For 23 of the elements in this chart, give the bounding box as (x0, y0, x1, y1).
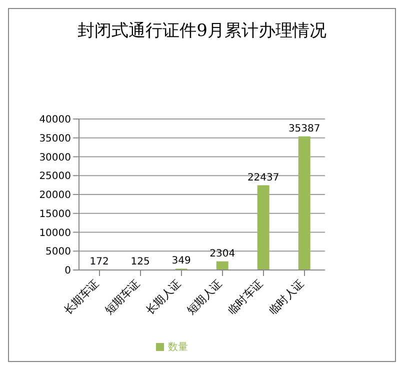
y-tick-label: 40000 (39, 114, 71, 126)
data-label: 35387 (288, 123, 320, 134)
legend-label: 数量 (168, 342, 188, 353)
data-label: 349 (172, 256, 191, 267)
data-label: 125 (130, 256, 150, 268)
y-tick-label: 35000 (39, 133, 71, 144)
x-tick-label: 短期人证 (184, 276, 225, 318)
y-tick-label: 25000 (39, 171, 71, 182)
x-tick-label: 短期车证 (102, 276, 143, 318)
y-tick-label: 0 (64, 266, 71, 277)
data-label: 22437 (247, 172, 280, 184)
y-tick-label: 5000 (46, 246, 71, 258)
data-label: 172 (90, 256, 109, 268)
y-tick-label: 30000 (39, 152, 71, 164)
x-tick-label: 长期人证 (143, 276, 184, 318)
data-label: 2304 (210, 248, 236, 260)
y-tick-label: 20000 (39, 190, 71, 202)
x-tick-label: 临时人证 (266, 276, 307, 318)
x-tick-label: 长期车证 (61, 276, 102, 318)
chart-title: 封闭式通行证件9月累计办理情况 (76, 20, 328, 43)
y-tick-label: 15000 (39, 208, 71, 220)
x-tick-label: 临时车证 (225, 276, 266, 318)
y-tick-label: 10000 (39, 228, 71, 239)
